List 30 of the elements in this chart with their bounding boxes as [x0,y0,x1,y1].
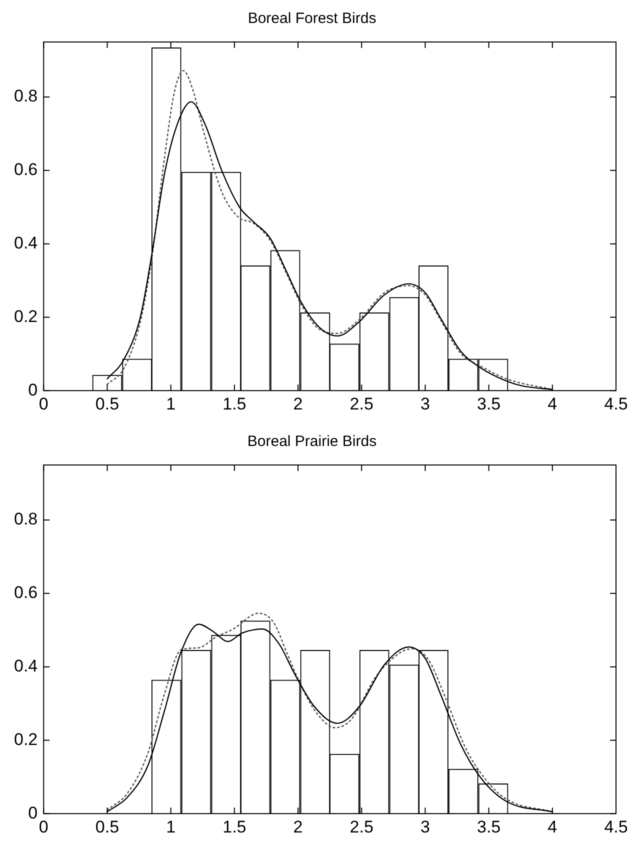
x-tick-label: 4.5 [604,817,628,836]
y-tick-label: 0.8 [14,86,38,106]
x-tick-label: 3 [420,394,430,414]
y-tick-label: 0 [28,380,38,400]
x-tick-label: 4.5 [604,394,628,414]
x-tick-label: 1 [166,394,176,414]
y-tick-label: 0 [28,803,38,822]
y-tick-label: 0.2 [14,306,38,326]
x-tick-label: 0.5 [95,817,120,836]
x-tick-label: 4 [548,817,558,836]
y-tick-label: 0.4 [14,234,38,253]
x-tick-label: 3.5 [476,817,501,836]
x-tick-label: 2 [293,817,303,836]
chart-title: Boreal Forest Birds [248,10,376,28]
x-tick-label: 2.5 [350,817,374,836]
chart-title: Boreal Prairie Birds [247,433,377,450]
x-tick-label: 2 [293,394,303,414]
x-tick-label: 4 [548,394,558,414]
x-tick-label: 1.5 [222,817,246,836]
x-tick-label: 1.5 [222,394,246,414]
y-tick-label: 0.2 [14,730,38,749]
y-tick-label: 0.4 [14,656,38,676]
x-tick-label: 1 [166,817,176,836]
x-tick-label: 0.5 [95,394,120,414]
y-tick-label: 0.6 [14,583,38,602]
x-tick-label: 3.5 [476,394,501,414]
x-tick-label: 2.5 [350,394,374,414]
y-tick-label: 0.6 [14,160,38,180]
x-tick-label: 3 [420,817,430,836]
y-tick-label: 0.8 [14,510,38,529]
